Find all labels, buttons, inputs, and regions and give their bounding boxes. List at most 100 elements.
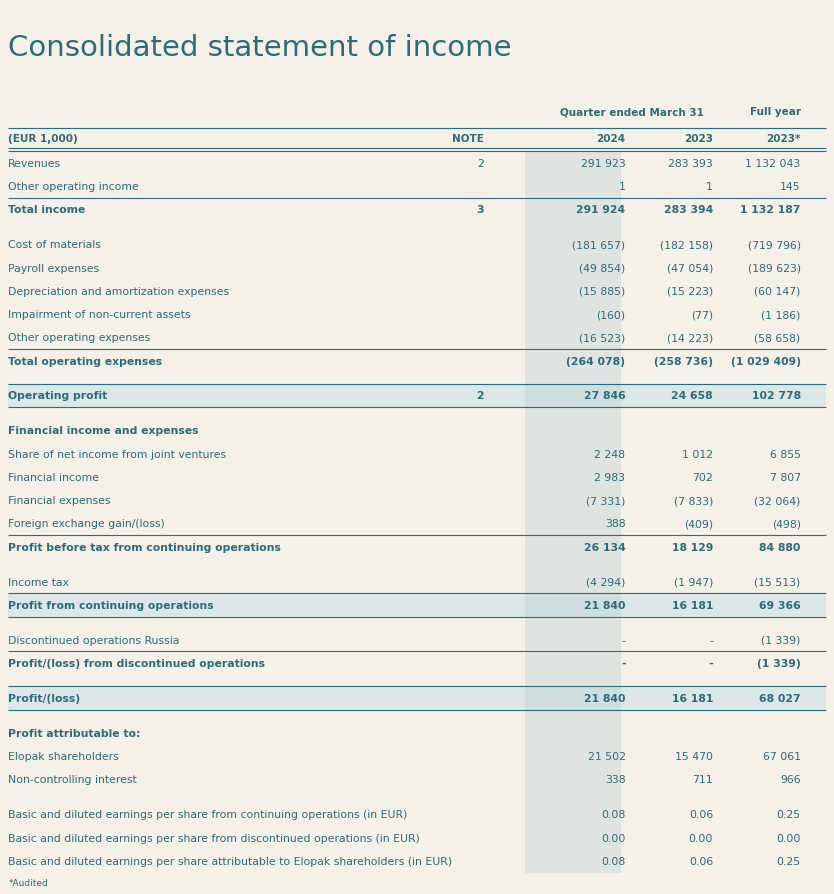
Bar <box>525 233 621 257</box>
Text: Payroll expenses: Payroll expenses <box>8 263 99 274</box>
Text: (189 623): (189 623) <box>747 263 801 274</box>
Text: 0.08: 0.08 <box>601 856 626 866</box>
Text: (47 054): (47 054) <box>666 263 713 274</box>
Text: 2: 2 <box>477 158 484 169</box>
Text: Total income: Total income <box>8 205 86 215</box>
Text: 27 846: 27 846 <box>584 391 626 401</box>
Bar <box>8 687 826 710</box>
Text: 388: 388 <box>605 519 626 529</box>
Text: Cost of materials: Cost of materials <box>8 240 101 250</box>
Bar <box>525 617 621 628</box>
Text: 0.25: 0.25 <box>776 809 801 820</box>
Text: NOTE: NOTE <box>452 134 484 144</box>
Bar <box>525 175 621 198</box>
Text: 69 366: 69 366 <box>759 600 801 611</box>
Text: 15 470: 15 470 <box>675 751 713 762</box>
Text: (77): (77) <box>691 309 713 320</box>
Text: 0.06: 0.06 <box>689 809 713 820</box>
Text: (16 523): (16 523) <box>580 333 626 343</box>
Text: Quarter ended March 31: Quarter ended March 31 <box>560 107 704 117</box>
Text: Income tax: Income tax <box>8 577 69 587</box>
Text: Impairment of non-current assets: Impairment of non-current assets <box>8 309 191 320</box>
Bar <box>8 384 826 408</box>
Text: Profit attributable to:: Profit attributable to: <box>8 728 141 738</box>
Bar <box>8 594 826 617</box>
Text: Revenues: Revenues <box>8 158 62 169</box>
Text: 26 134: 26 134 <box>584 542 626 552</box>
Text: 283 394: 283 394 <box>664 205 713 215</box>
Bar <box>525 350 621 373</box>
Text: Elopak shareholders: Elopak shareholders <box>8 751 119 762</box>
Text: 291 923: 291 923 <box>580 158 626 169</box>
Text: 16 181: 16 181 <box>671 693 713 704</box>
Text: (409): (409) <box>684 519 713 529</box>
Text: Other operating expenses: Other operating expenses <box>8 333 151 343</box>
Bar <box>525 803 621 826</box>
Text: (15 223): (15 223) <box>667 286 713 297</box>
Text: 2 983: 2 983 <box>595 472 626 483</box>
Bar <box>525 721 621 745</box>
Text: Profit before tax from continuing operations: Profit before tax from continuing operat… <box>8 542 281 552</box>
Text: 0.06: 0.06 <box>689 856 713 866</box>
Text: 3: 3 <box>476 205 484 215</box>
Text: 16 181: 16 181 <box>671 600 713 611</box>
Text: 1 012: 1 012 <box>682 449 713 460</box>
Bar <box>525 791 621 803</box>
Text: Depreciation and amortization expenses: Depreciation and amortization expenses <box>8 286 229 297</box>
Text: (258 736): (258 736) <box>654 356 713 367</box>
Bar <box>525 257 621 280</box>
Text: Financial expenses: Financial expenses <box>8 495 111 506</box>
Text: 84 880: 84 880 <box>759 542 801 552</box>
Text: (1 339): (1 339) <box>761 635 801 645</box>
Text: 0.08: 0.08 <box>601 809 626 820</box>
Text: Profit/(loss): Profit/(loss) <box>8 693 80 704</box>
Bar <box>525 489 621 512</box>
Text: -: - <box>709 635 713 645</box>
Bar <box>525 326 621 350</box>
Bar <box>525 675 621 687</box>
Text: 291 924: 291 924 <box>576 205 626 215</box>
Bar <box>525 303 621 326</box>
Text: (160): (160) <box>596 309 626 320</box>
Bar <box>525 408 621 419</box>
Bar <box>525 373 621 384</box>
Text: *Audited: *Audited <box>8 878 48 887</box>
Text: 6 855: 6 855 <box>770 449 801 460</box>
Bar <box>525 152 621 175</box>
Text: 1: 1 <box>706 181 713 192</box>
Text: (1 186): (1 186) <box>761 309 801 320</box>
Text: 7 807: 7 807 <box>770 472 801 483</box>
Text: 2023*: 2023* <box>766 134 801 144</box>
Text: 68 027: 68 027 <box>759 693 801 704</box>
Text: Financial income and expenses: Financial income and expenses <box>8 426 198 436</box>
Text: 283 393: 283 393 <box>668 158 713 169</box>
Text: 67 061: 67 061 <box>762 751 801 762</box>
Bar <box>525 745 621 768</box>
Text: Foreign exchange gain/(loss): Foreign exchange gain/(loss) <box>8 519 165 529</box>
Text: 1: 1 <box>619 181 626 192</box>
Text: Other operating income: Other operating income <box>8 181 139 192</box>
Text: 338: 338 <box>605 774 626 785</box>
Text: (1 339): (1 339) <box>757 658 801 669</box>
Text: Basic and diluted earnings per share from discontinued operations (in EUR): Basic and diluted earnings per share fro… <box>8 832 420 843</box>
Text: 0.25: 0.25 <box>776 856 801 866</box>
Text: Basic and diluted earnings per share from continuing operations (in EUR): Basic and diluted earnings per share fro… <box>8 809 408 820</box>
Bar <box>525 570 621 594</box>
Text: 0.00: 0.00 <box>689 832 713 843</box>
Text: (4 294): (4 294) <box>586 577 626 587</box>
Text: (1 947): (1 947) <box>674 577 713 587</box>
Text: 966: 966 <box>780 774 801 785</box>
Text: (15 885): (15 885) <box>580 286 626 297</box>
Bar <box>525 512 621 536</box>
Text: (14 223): (14 223) <box>667 333 713 343</box>
Text: (32 064): (32 064) <box>754 495 801 506</box>
Text: Share of net income from joint ventures: Share of net income from joint ventures <box>8 449 227 460</box>
Text: Discontinued operations Russia: Discontinued operations Russia <box>8 635 179 645</box>
Bar <box>525 710 621 721</box>
Text: 2024: 2024 <box>596 134 626 144</box>
Text: (182 158): (182 158) <box>660 240 713 250</box>
Text: -: - <box>621 635 626 645</box>
Text: Financial income: Financial income <box>8 472 99 483</box>
Text: Profit/(loss) from discontinued operations: Profit/(loss) from discontinued operatio… <box>8 658 265 669</box>
Bar <box>525 280 621 303</box>
